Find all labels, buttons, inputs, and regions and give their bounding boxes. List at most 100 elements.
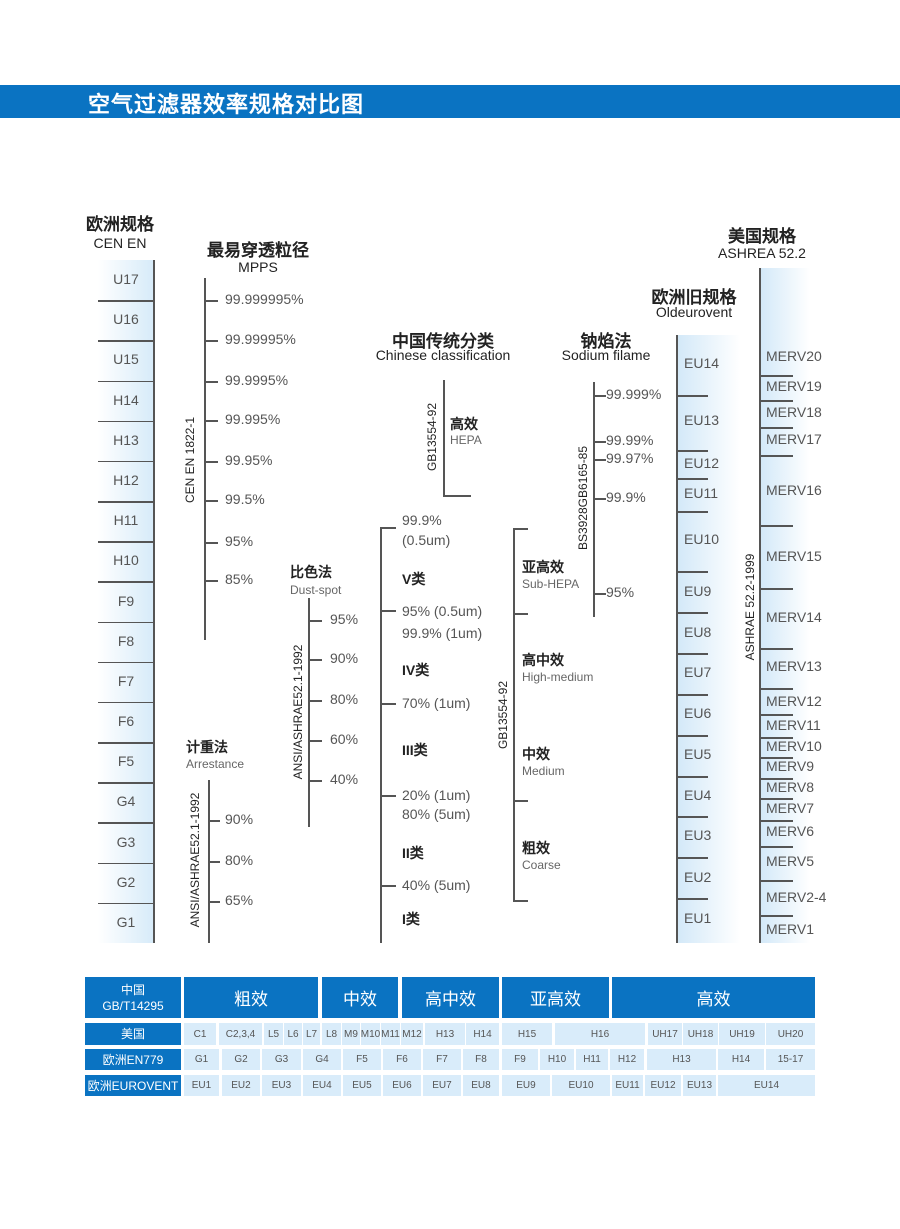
table-cell: H14 [466,1023,499,1045]
grade-divider [676,735,708,737]
grade-divider [759,778,793,780]
ashrae-grade: MERV19 [766,378,822,394]
grade-divider [759,648,793,650]
grade-divider [98,541,153,543]
table-cell: EU1 [184,1075,219,1096]
oldeurovent-column [676,335,740,943]
ashrae-grade: MERV16 [766,482,822,498]
oldeurovent-grade: EU10 [684,531,720,547]
tick-line [380,885,396,887]
cen-en-grade: F6 [117,713,135,730]
ashrae-grade: MERV18 [766,404,822,420]
efficiency-label: 70% (1um) [402,695,471,711]
grade-divider [98,581,153,583]
tick-line [308,659,322,661]
tick-line [593,441,606,443]
table-cell: F5 [343,1049,381,1070]
cen-en-grade: U17 [113,271,139,288]
grade-divider [759,880,793,882]
cen-en-grade: G4 [116,793,136,810]
table-cell: M12 [401,1023,423,1045]
tick-line [308,700,322,702]
grade-divider [676,898,708,900]
group-sublabel: High-medium [522,670,594,684]
tick-line [513,613,528,615]
sodium-value: 99.999% [606,386,662,402]
table-cell: EU3 [262,1075,301,1096]
tick-line [204,420,218,422]
grade-divider [676,612,708,614]
grade-divider [98,380,153,383]
grade-divider [676,694,708,696]
class-label: IV类 [402,662,430,678]
dust-spot-standard-label: ANSI/ASHRAE52.1-1992 [291,644,305,780]
table-cell: EU12 [645,1075,681,1096]
oldeurovent-grade: EU5 [684,746,712,762]
efficiency-label: 80% (5um) [402,806,471,822]
ashrae-grade: MERV11 [766,717,821,733]
table-cell: H15 [502,1023,552,1045]
oldeurovent-grade: EU2 [684,869,712,885]
gb-standard-label: GB13554-92 [496,680,510,750]
page-title: 空气过滤器效率规格对比图 [88,92,365,117]
dust-spot-value: 80% [330,691,359,707]
dust-spot-title: 比色法 [290,564,332,580]
cen-en-grade: G2 [116,873,136,890]
group-sublabel: Coarse [522,858,561,872]
cen-en-grade: H14 [113,391,139,408]
table-header-cell: 高中效 [402,977,499,1018]
table-header-cell: 粗效 [184,977,318,1018]
cen-en-grade: G1 [116,913,136,930]
mpps-title: 最易穿透粒径 [207,241,309,260]
table-cell: H16 [555,1023,645,1045]
grade-divider [98,742,153,744]
table-cell: UH17 [648,1023,682,1045]
cen-en-grade: H12 [113,471,139,488]
table-cell: EU9 [502,1075,550,1096]
ashrae-grade: MERV12 [766,693,822,709]
ashrae-grade: MERV17 [766,431,822,447]
table-cell: F9 [502,1049,538,1070]
mpps-value: 99.995% [225,411,281,427]
table-cell: L8 [322,1023,341,1045]
grade-divider [759,455,793,457]
cen-en-grade: F5 [117,753,135,770]
class-label: III类 [402,742,428,758]
grade-divider [676,857,708,859]
grade-divider [98,460,153,463]
grade-divider [98,420,153,423]
grade-divider [98,501,153,503]
hepa-bracket [443,380,445,496]
sodium-standard-label: BS3928GB6165-85 [576,445,590,551]
grade-divider [98,782,153,784]
cen-en-subtitle: CEN EN [93,235,147,251]
table-row-label: 欧洲EUROVENT [85,1075,181,1096]
table-cell: 15-17 [766,1049,815,1070]
grade-divider [98,300,153,302]
mpps-value: 99.5% [225,491,265,507]
chinese-title: 中国传统分类 [392,332,494,351]
oldeurovent-grade: EU14 [684,355,720,371]
table-header-label: 中国 GB/T14295 [85,977,181,1018]
oldeurovent-grade: EU11 [684,485,718,501]
tick-line [208,820,220,822]
sodium-value: 95% [606,584,635,600]
cen-en-grade: H13 [113,431,139,448]
dust-spot-subtitle: Dust-spot [290,583,342,597]
table-cell: L6 [284,1023,302,1045]
grade-divider [759,915,793,917]
group-sublabel: Medium [522,764,565,778]
efficiency-label: 99.9% (1um) [402,625,483,641]
table-header-cell: 高效 [612,977,815,1018]
mpps-value: 95% [225,533,254,549]
oldeurovent-grade: EU12 [684,455,720,471]
hepa-standard-label: GB13554-92 [425,402,439,472]
efficiency-label: 99.9% [402,512,442,528]
mpps-value: 99.9995% [225,372,289,388]
tick-line [308,780,322,782]
mpps-axis [204,278,206,640]
cen-en-grade: H10 [113,552,139,569]
grade-divider [759,688,793,690]
mpps-value: 99.999995% [225,291,304,307]
tick-line [204,500,218,502]
